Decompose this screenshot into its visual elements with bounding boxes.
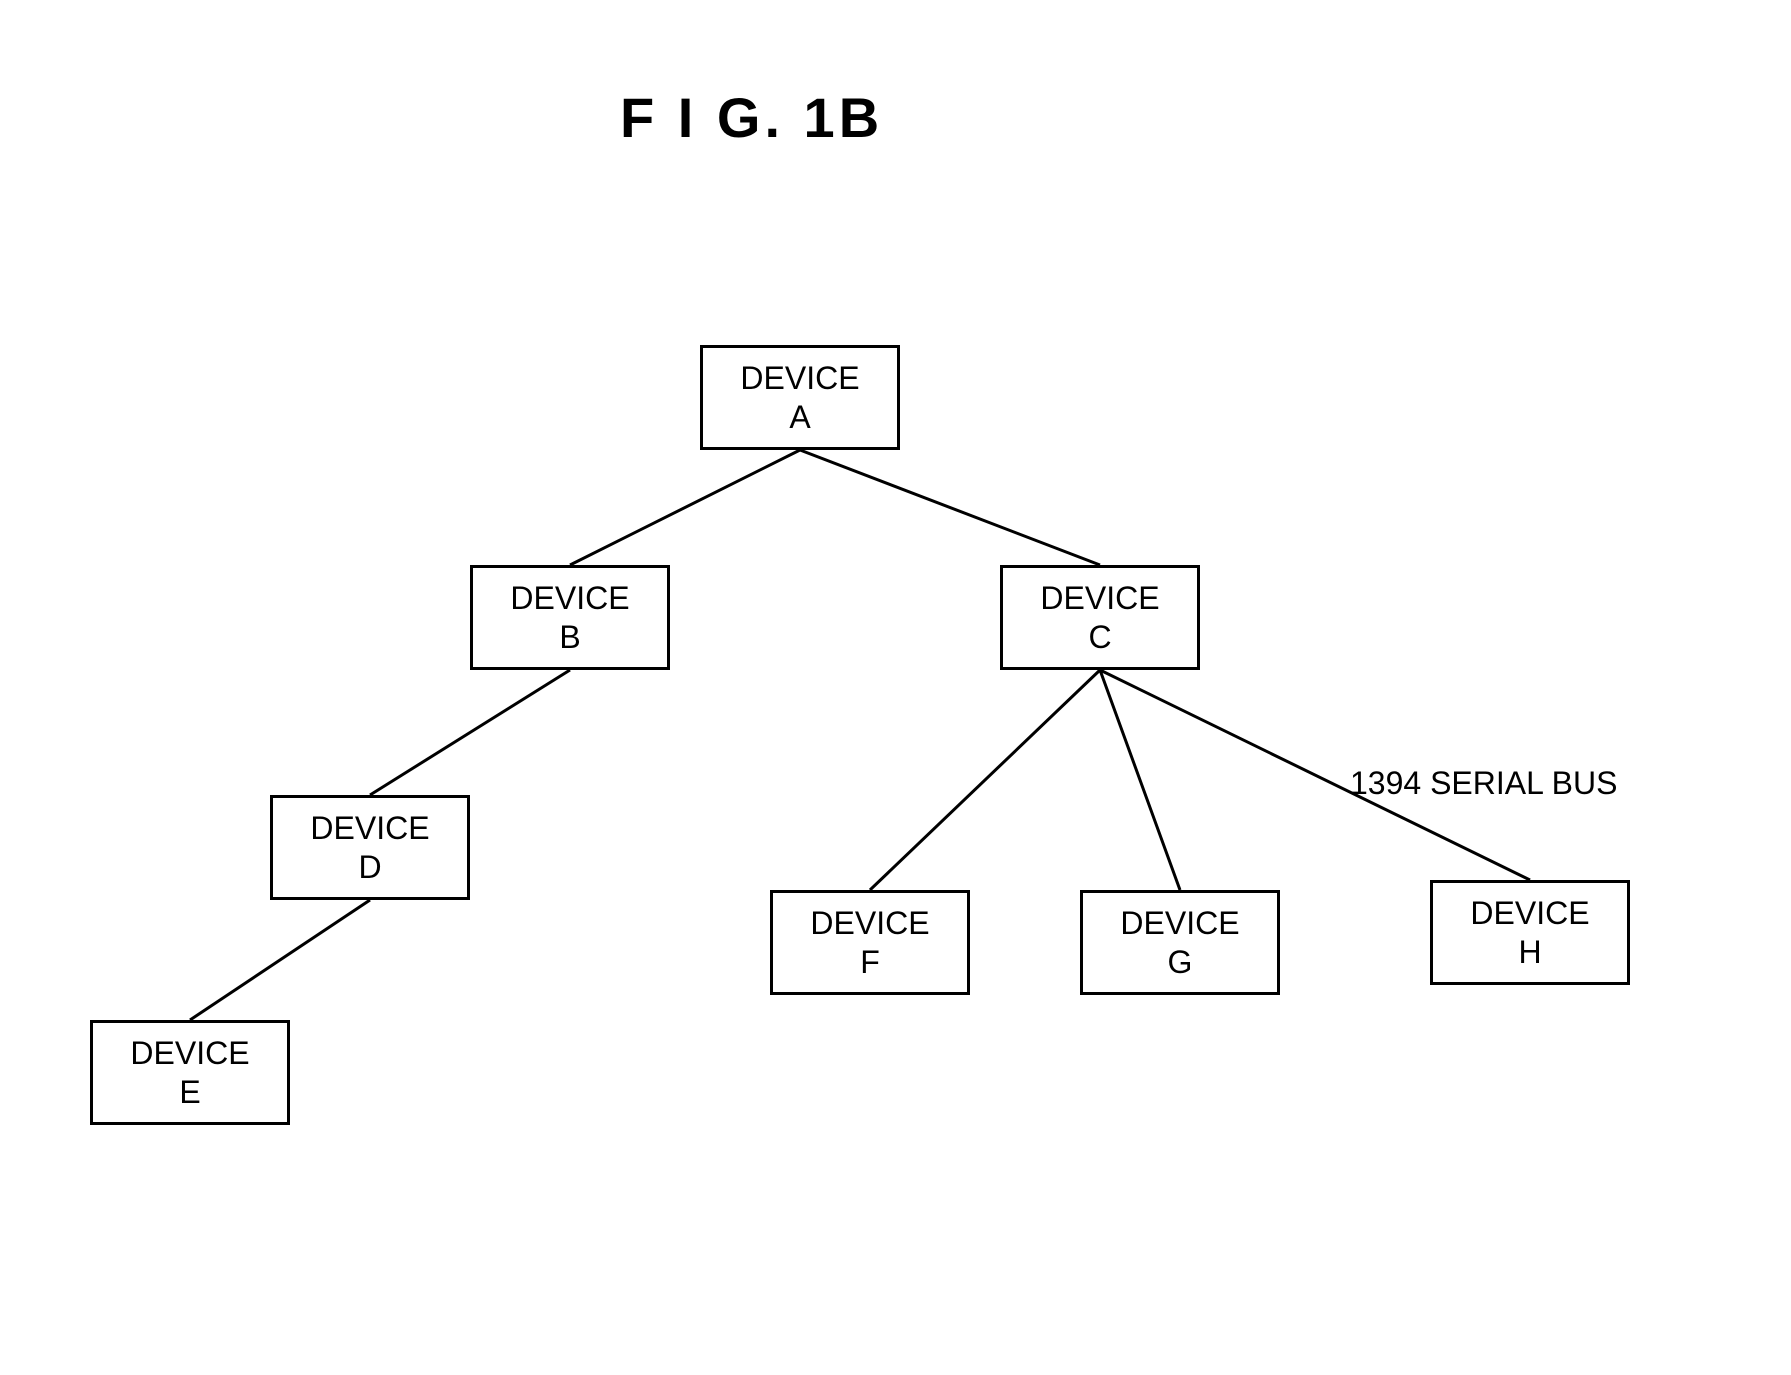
node-device-a: DEVICEA [700, 345, 900, 450]
node-label-line1: DEVICE [1470, 894, 1589, 932]
node-label-line2: G [1168, 943, 1193, 981]
edge-c-g [1100, 670, 1180, 890]
edge-c-f [870, 670, 1100, 890]
node-device-b: DEVICEB [470, 565, 670, 670]
node-device-f: DEVICEF [770, 890, 970, 995]
node-label-line1: DEVICE [810, 904, 929, 942]
node-label-line1: DEVICE [310, 809, 429, 847]
edges-layer [0, 0, 1791, 1375]
node-device-g: DEVICEG [1080, 890, 1280, 995]
node-label-line1: DEVICE [1120, 904, 1239, 942]
node-device-h: DEVICEH [1430, 880, 1630, 985]
edge-a-c [800, 450, 1100, 565]
bus-label: 1394 SERIAL BUS [1350, 765, 1617, 802]
node-label-line2: H [1518, 933, 1541, 971]
node-label-line1: DEVICE [510, 579, 629, 617]
edge-b-d [370, 670, 570, 795]
node-label-line2: F [860, 943, 880, 981]
node-label-line1: DEVICE [740, 359, 859, 397]
node-label-line2: C [1088, 618, 1111, 656]
node-device-d: DEVICED [270, 795, 470, 900]
node-label-line1: DEVICE [1040, 579, 1159, 617]
edge-a-b [570, 450, 800, 565]
node-device-c: DEVICEC [1000, 565, 1200, 670]
node-label-line2: A [789, 398, 810, 436]
figure-title: F I G. 1B [620, 85, 883, 150]
node-label-line1: DEVICE [130, 1034, 249, 1072]
node-label-line2: B [559, 618, 580, 656]
node-device-e: DEVICEE [90, 1020, 290, 1125]
node-label-line2: D [358, 848, 381, 886]
node-label-line2: E [179, 1073, 200, 1111]
edge-d-e [190, 900, 370, 1020]
